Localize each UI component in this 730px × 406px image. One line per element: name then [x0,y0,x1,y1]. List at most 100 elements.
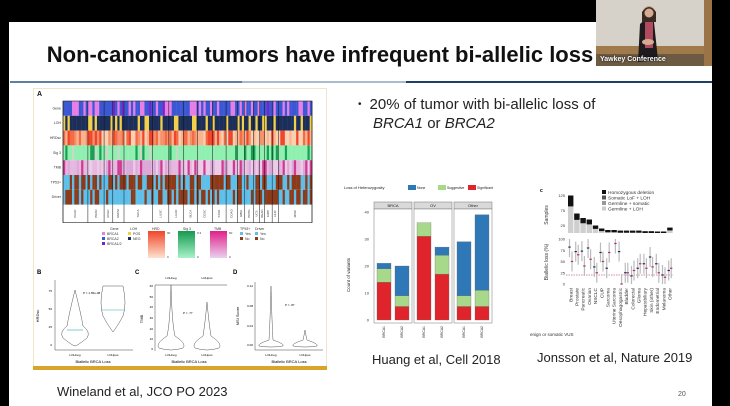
heatmap-cell [117,115,120,131]
legend-sig3-min: 0 [197,255,199,259]
heatmap-cell [246,101,249,116]
heatmap-cell [296,160,299,175]
heatmap-cell [257,160,261,175]
heatmap-cell [178,160,181,175]
heatmap-row-label: Gene [52,106,61,110]
heatmap-cell [196,101,200,116]
bar-ov-brca1-significant [416,236,432,321]
heatmap-cell [293,130,297,146]
heatmap-cell [137,189,141,205]
heatmap-cell [253,189,256,205]
heatmap-cell [192,175,195,190]
heatmap-cell [287,189,290,205]
heatmap-cell [307,145,310,161]
biallelic-point [639,263,642,265]
heatmap-cell [164,189,168,205]
heatmap-cell [266,101,270,116]
heatmap-cell [187,189,190,205]
heatmap-cell [92,130,95,146]
panel-c-xlabel: Biallelic BRCA Loss [171,359,206,364]
biallelic-point [583,265,586,267]
heatmap-cell [144,115,147,131]
heatmap-cell [155,130,159,146]
heatmap-cell [196,130,200,146]
heatmap-cell [296,130,299,146]
heatmap-cell [142,175,145,190]
heatmap-cell [90,145,93,161]
heatmap-cell [149,101,152,116]
heatmap-cell [302,175,306,190]
y-tick-label: 30 [365,237,370,242]
samples-bar-homdel [661,231,667,233]
heatmap-cell [115,101,118,116]
heatmap-cell [196,115,200,131]
category-label: Sarcoma [605,288,611,308]
heatmap-cell [235,115,238,131]
heatmap-cell [210,115,213,131]
heatmap-cell [69,189,73,205]
heatmap-cell [72,130,75,146]
heatmap-cell [262,175,265,190]
legend-swatch-none [408,185,416,190]
heatmap-cell [244,101,247,116]
heatmap-cell [69,175,73,190]
heatmap-cell [259,115,263,131]
heatmap-cell [194,145,197,161]
heatmap-cell [198,130,202,146]
heatmap-cell [244,175,247,190]
heatmap-cell [235,130,238,146]
heatmap-cell [96,101,100,116]
heatmap-cell [293,160,297,175]
heatmap-cell [194,160,197,175]
heatmap-cell [142,130,145,146]
heatmap-cell [307,101,310,116]
speaker-video[interactable]: Yawkey Conference [596,0,712,66]
category-label: CUP [599,288,605,298]
heatmap-cell [241,145,245,161]
heatmap-cell [81,130,84,146]
heatmap-cell [146,145,150,161]
samples-bar [586,219,592,233]
heatmap-cell [225,175,229,190]
heatmap-tumor-label: UCEC [106,209,110,218]
heatmap-cell [85,130,89,146]
category-label: Skin (other) [649,288,655,313]
heatmap-cell [158,160,161,175]
heatmap-cell [302,189,306,205]
heatmap-cell [155,101,159,116]
samples-bar-homdel [623,230,630,233]
heatmap-cell [169,115,172,131]
heatmap-cell [76,189,80,205]
heatmap-cell [137,130,141,146]
heatmap-cell [65,130,68,146]
heatmap-cell [76,145,80,161]
panel-c-ytick: 60 [150,284,154,288]
heatmap-cell [225,160,229,175]
heatmap-cell [221,115,224,131]
heatmap-cell [250,189,254,205]
heatmap-cell [158,115,161,131]
heatmap-cell [212,101,215,116]
heatmap-cell [289,189,292,205]
heatmap-cell [117,101,120,116]
heatmap-cell [307,160,310,175]
heatmap-cell [284,101,288,116]
heatmap-cell [133,175,136,190]
heatmap-cell [214,175,218,190]
heatmap-cell [178,175,181,190]
heatmap-cell [142,101,145,116]
heatmap-cell [271,175,274,190]
heatmap-cell [146,101,150,116]
heatmap-cell [198,101,202,116]
heatmap-cell [291,130,295,146]
heatmap-cell [171,175,175,190]
heatmap-cell [90,130,93,146]
heatmap-row-label: Sig 3 [53,151,61,155]
heatmap-cell [115,175,118,190]
heatmap-cell [164,160,168,175]
heatmap-cell [81,160,84,175]
heatmap-cell [67,160,70,175]
heatmap-cell [239,115,243,131]
heatmap-cell [287,175,290,190]
heatmap-cell [278,175,281,190]
